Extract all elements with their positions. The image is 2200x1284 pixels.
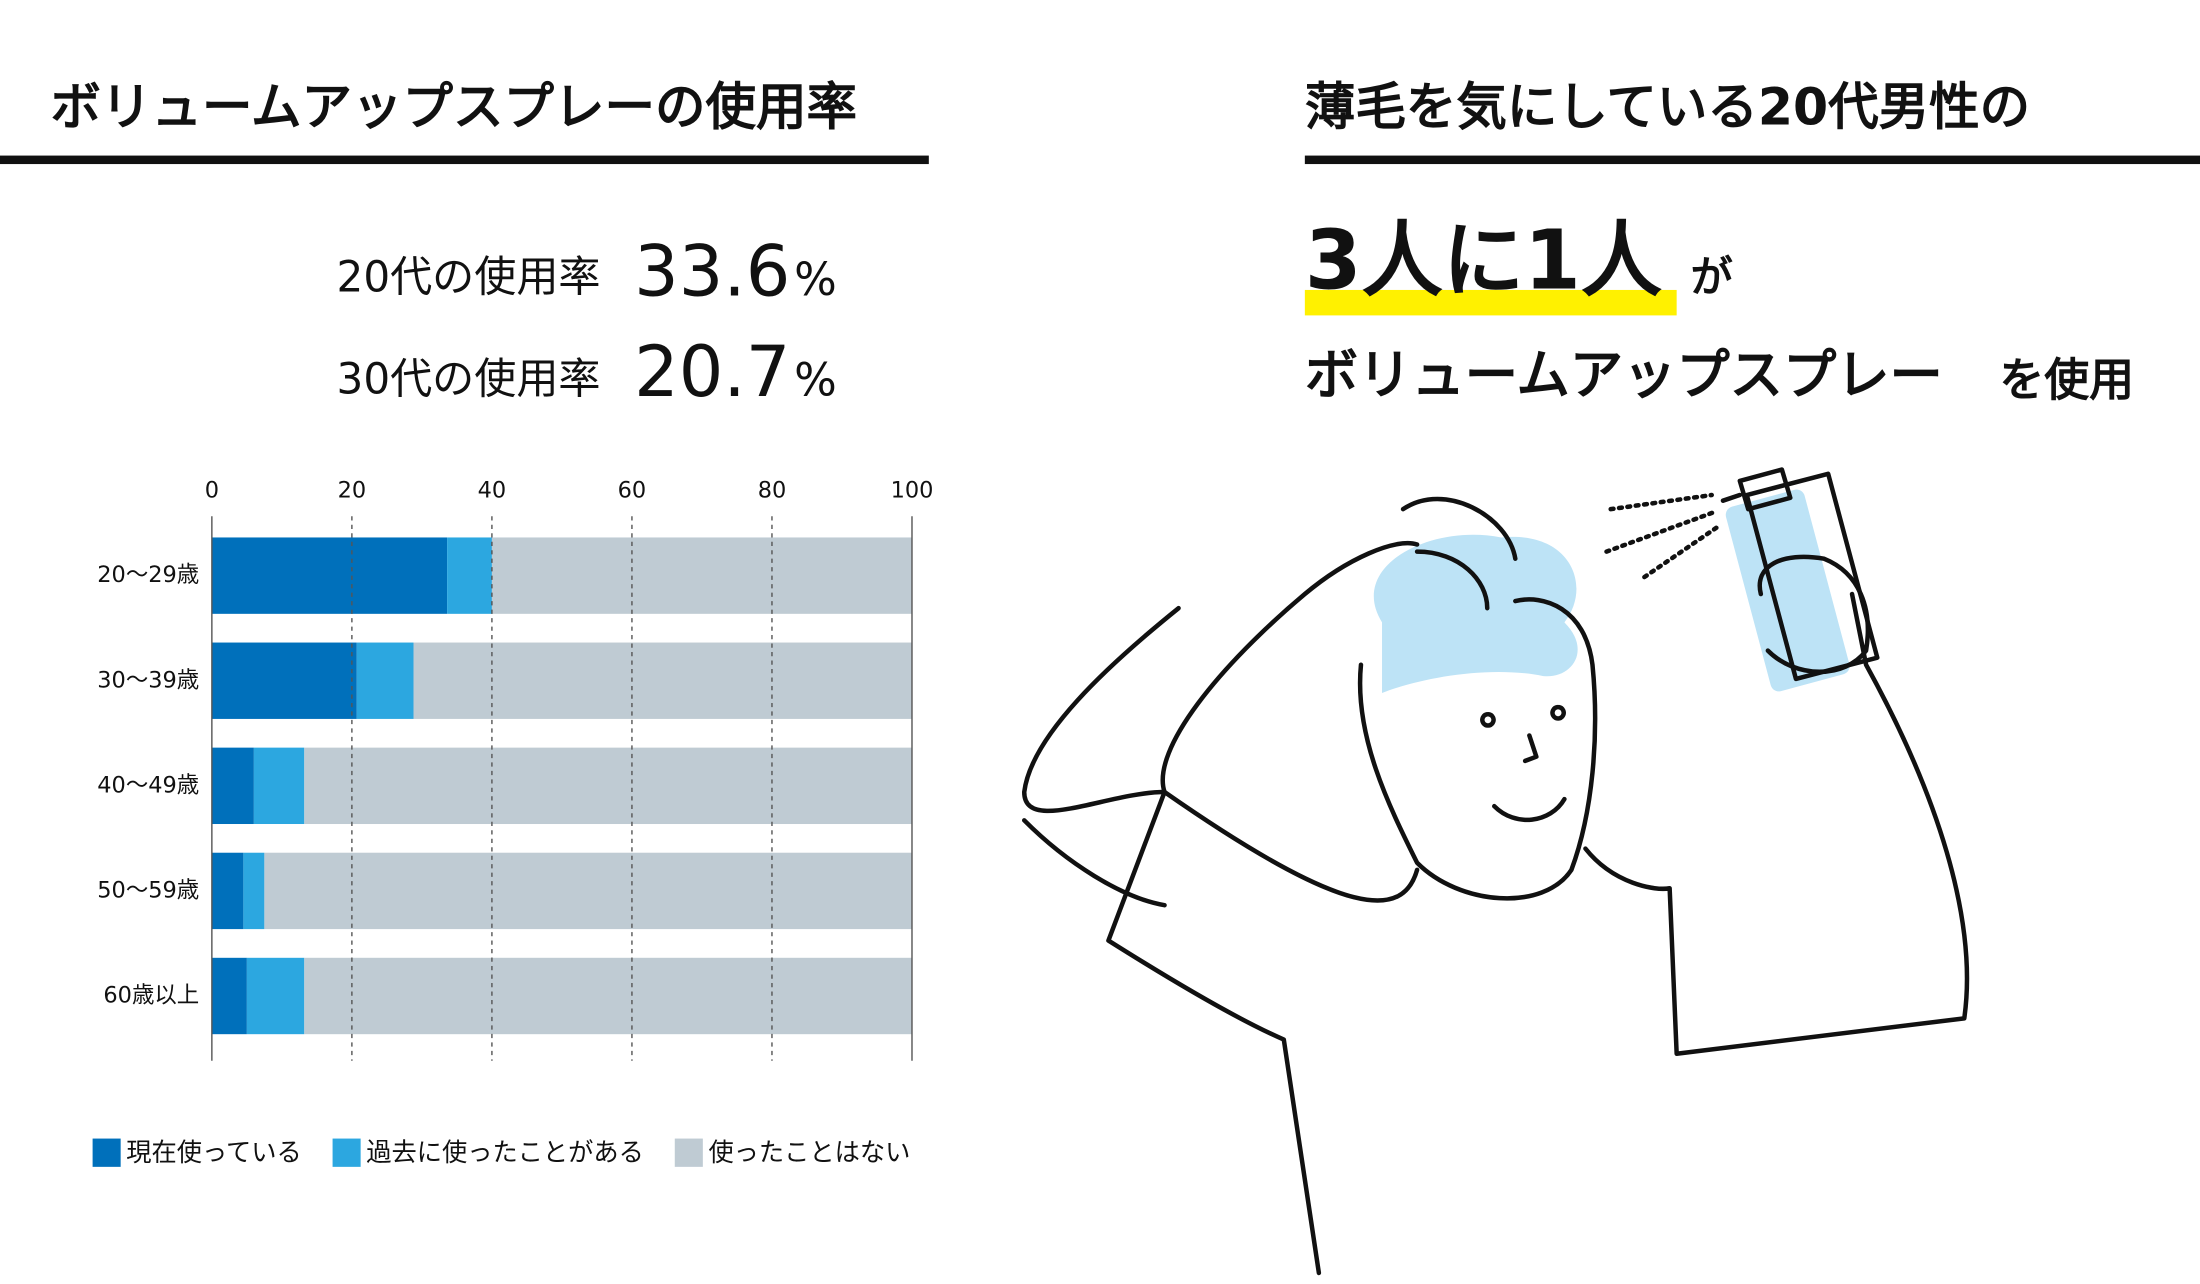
legend-label: 使ったことはない xyxy=(708,1137,910,1167)
bar-segment xyxy=(447,537,492,614)
left-title: ボリュームアップスプレーの使用率 xyxy=(51,77,857,136)
headline-particle: が xyxy=(1691,252,1734,301)
stat-unit: % xyxy=(794,253,837,306)
x-tick-label: 80 xyxy=(758,477,787,503)
title-rule xyxy=(1304,155,2200,165)
elbow xyxy=(1021,605,1181,908)
right-hand xyxy=(1757,554,1871,675)
bar-segment xyxy=(211,537,448,614)
y-tick-label: 40〜49歳 xyxy=(97,772,199,798)
bar-segment xyxy=(211,747,254,825)
right-title: 薄毛を気にしている20代男性の xyxy=(1305,77,2030,136)
x-tick-label: 100 xyxy=(891,477,934,503)
title-rule xyxy=(0,155,929,165)
bar-segment xyxy=(211,957,247,1035)
stat-label: 20代の使用率 xyxy=(337,252,601,301)
highlight xyxy=(1304,289,1677,316)
bar-segment xyxy=(246,957,305,1035)
legend-swatch xyxy=(332,1138,361,1167)
bar-segment xyxy=(253,747,305,825)
stat-label: 30代の使用率 xyxy=(337,354,601,403)
spray-outline xyxy=(1720,467,1880,682)
bar-segment xyxy=(413,642,912,719)
x-tick-label: 40 xyxy=(478,477,507,503)
headline-line: ボリュームアップスプレー xyxy=(1305,344,1943,407)
bar-segment xyxy=(264,852,912,930)
bar-segment xyxy=(211,642,357,719)
legend-swatch xyxy=(674,1138,703,1167)
y-tick-label: 20〜29歳 xyxy=(97,562,199,588)
face-features xyxy=(1480,704,1567,823)
bar-segment xyxy=(304,747,912,825)
legend-label: 過去に使ったことがある xyxy=(366,1137,644,1167)
stat-value: 20.7 xyxy=(634,331,790,413)
x-tick-label: 0 xyxy=(205,477,219,503)
y-tick-label: 30〜39歳 xyxy=(97,667,199,693)
bar-segment xyxy=(304,957,912,1035)
bar-segment xyxy=(491,537,912,614)
spray-mist xyxy=(1604,492,1721,580)
bar-segment xyxy=(243,852,265,930)
legend-swatch xyxy=(92,1138,121,1167)
stat-value: 33.6 xyxy=(634,230,790,312)
x-tick-label: 60 xyxy=(618,477,647,503)
stat-unit: % xyxy=(794,353,837,406)
bar-segment xyxy=(356,642,414,719)
face xyxy=(1357,597,1598,901)
left-arm xyxy=(1160,496,1518,795)
headline-end: を使用 xyxy=(1999,353,2134,406)
bar-segment xyxy=(211,852,244,930)
legend-label: 現在使っている xyxy=(126,1137,301,1167)
y-tick-label: 50〜59歳 xyxy=(97,877,199,903)
x-tick-label: 20 xyxy=(338,477,367,503)
y-tick-label: 60歳以上 xyxy=(103,982,199,1008)
hair xyxy=(1373,534,1578,694)
shirt xyxy=(1106,591,1970,1276)
illustration xyxy=(1021,467,1970,1276)
headline-emphasis: 3人に1人 xyxy=(1305,213,1663,308)
